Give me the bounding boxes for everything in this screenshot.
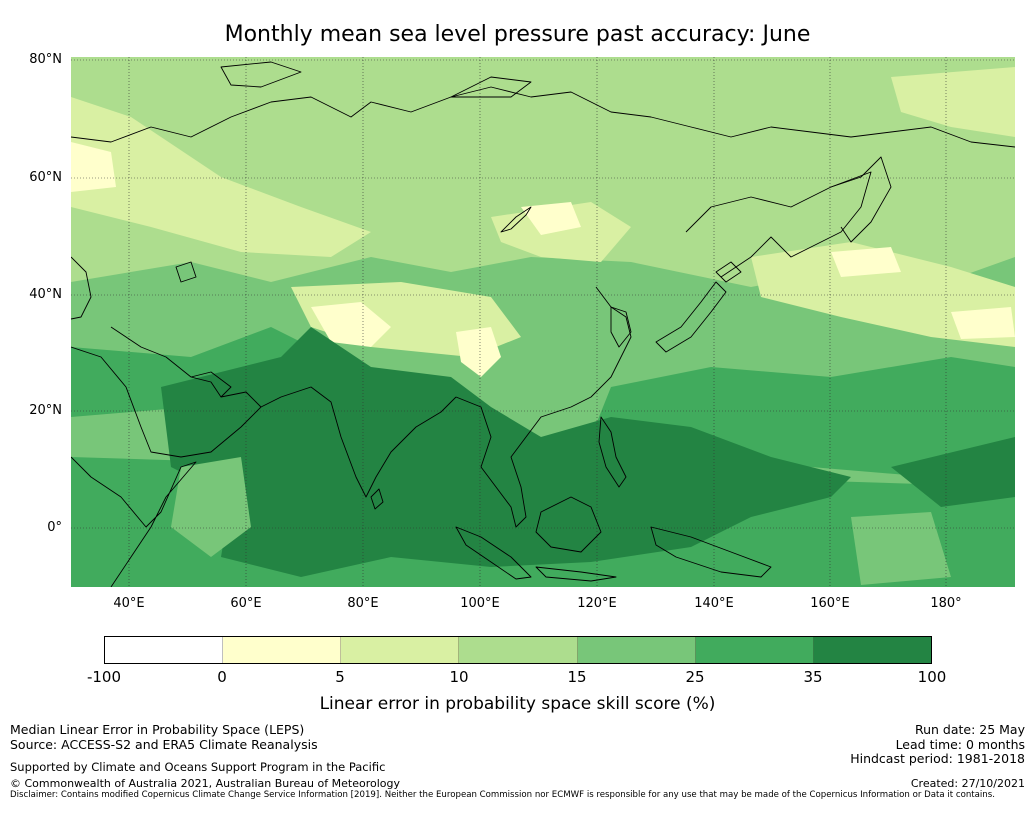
lat-label-40n: 40°N (29, 287, 62, 302)
colorbar-tick: 15 (567, 668, 587, 686)
footer-hindcast: Hindcast period: 1981-2018 (850, 751, 1025, 766)
colorbar-segment-3 (341, 637, 460, 663)
skill-region-light-horn (171, 457, 251, 557)
colorbar-segment-2 (223, 637, 342, 663)
coastline-philippines (598, 416, 627, 488)
coastline-sri-lanka (370, 488, 384, 510)
colorbar-tick: 10 (449, 668, 469, 686)
coastlines (71, 61, 1015, 587)
coastline-novaya-zemlya (220, 61, 302, 88)
colorbar-segment-7 (813, 637, 931, 663)
colorbar-segment-5 (577, 637, 696, 663)
page-title: Monthly mean sea level pressure past acc… (224, 22, 811, 47)
skill-region-yellow-mongolia (521, 202, 581, 235)
footer-lead-time: Lead time: 0 months (895, 737, 1025, 752)
coastline-okhotsk (685, 171, 872, 278)
skill-region-pale-west (71, 97, 371, 257)
lon-label-80e: 80°E (347, 596, 379, 611)
skill-region-dark-indian-ocean (161, 327, 851, 577)
skill-region-yellow-pacific (831, 247, 901, 277)
colorbar-tick: 100 (917, 668, 947, 686)
colorbar-segment-4 (459, 637, 578, 663)
lon-label-180: 180° (930, 596, 962, 611)
footer-copyright: © Commonwealth of Australia 2021, Austra… (10, 777, 400, 790)
coastline-india (260, 386, 457, 498)
skill-region-dark-east-pacific (891, 437, 1015, 507)
skill-region-yellow-china (456, 327, 501, 377)
colorbar-tick: 35 (803, 668, 823, 686)
lon-label-120e: 120°E (577, 596, 617, 611)
footer-method: Median Linear Error in Probability Space… (10, 722, 305, 737)
colorbar-segment-6 (695, 637, 814, 663)
colorbar (104, 636, 932, 664)
coastline-kamchatka (830, 156, 892, 243)
colorbar-label: Linear error in probability space skill … (319, 694, 716, 714)
coastline-africa-horn (71, 456, 197, 587)
footer-support: Supported by Climate and Oceans Support … (10, 760, 386, 774)
coastline-taymyr (450, 76, 532, 98)
colorbar-tick: 5 (335, 668, 345, 686)
coastline-new-guinea (650, 526, 772, 578)
lon-label-40e: 40°E (113, 596, 145, 611)
skill-region-pale-pacific (751, 242, 1015, 347)
footer-run-date: Run date: 25 May (914, 722, 1025, 737)
coastline-java (535, 566, 617, 582)
coastline-japan (655, 281, 727, 353)
map-panel[interactable] (71, 57, 1015, 587)
skill-region-pale-siberia (491, 202, 631, 262)
lon-label-160e: 160°E (810, 596, 850, 611)
footer-disclaimer: Disclaimer: Contains modified Copernicus… (10, 790, 995, 800)
skill-region-light-south-pacific (851, 512, 951, 585)
lat-label-0: 0° (47, 520, 62, 535)
lon-label-60e: 60°E (230, 596, 262, 611)
skill-region-yellow-west (71, 142, 116, 192)
lon-label-100e: 100°E (460, 596, 500, 611)
skill-region-pale-arctic (891, 67, 1015, 137)
lon-label-140e: 140°E (694, 596, 734, 611)
lat-label-20n: 20°N (29, 403, 62, 418)
coastline-borneo (535, 496, 602, 553)
colorbar-tick: 0 (217, 668, 227, 686)
coastline-hokkaido (715, 261, 742, 283)
footer-source: Source: ACCESS-S2 and ERA5 Climate Reana… (10, 737, 318, 752)
coastline-se-asia (455, 286, 632, 528)
coastline-caspian (71, 256, 92, 320)
lat-label-60n: 60°N (29, 170, 62, 185)
coastline-arctic (71, 86, 1015, 148)
lat-label-80n: 80°N (29, 52, 62, 67)
coastline-aral (175, 261, 197, 283)
footer-created: Created: 27/10/2021 (910, 777, 1025, 790)
skill-region-mid-belt (71, 327, 311, 417)
coastline-sumatra (455, 526, 532, 580)
skill-region-yellow-tibet (311, 302, 391, 347)
skill-score-map[interactable] (71, 57, 1015, 587)
coastline-korea (610, 306, 632, 348)
colorbar-tick: -100 (86, 668, 122, 686)
colorbar-tick: 25 (685, 668, 705, 686)
colorbar-segment-1 (105, 637, 224, 663)
coastline-arabia (71, 326, 262, 458)
coastline-baikal (500, 206, 532, 233)
coastline-persian-gulf (190, 371, 232, 398)
skill-region-yellow-northpacific (951, 307, 1015, 339)
